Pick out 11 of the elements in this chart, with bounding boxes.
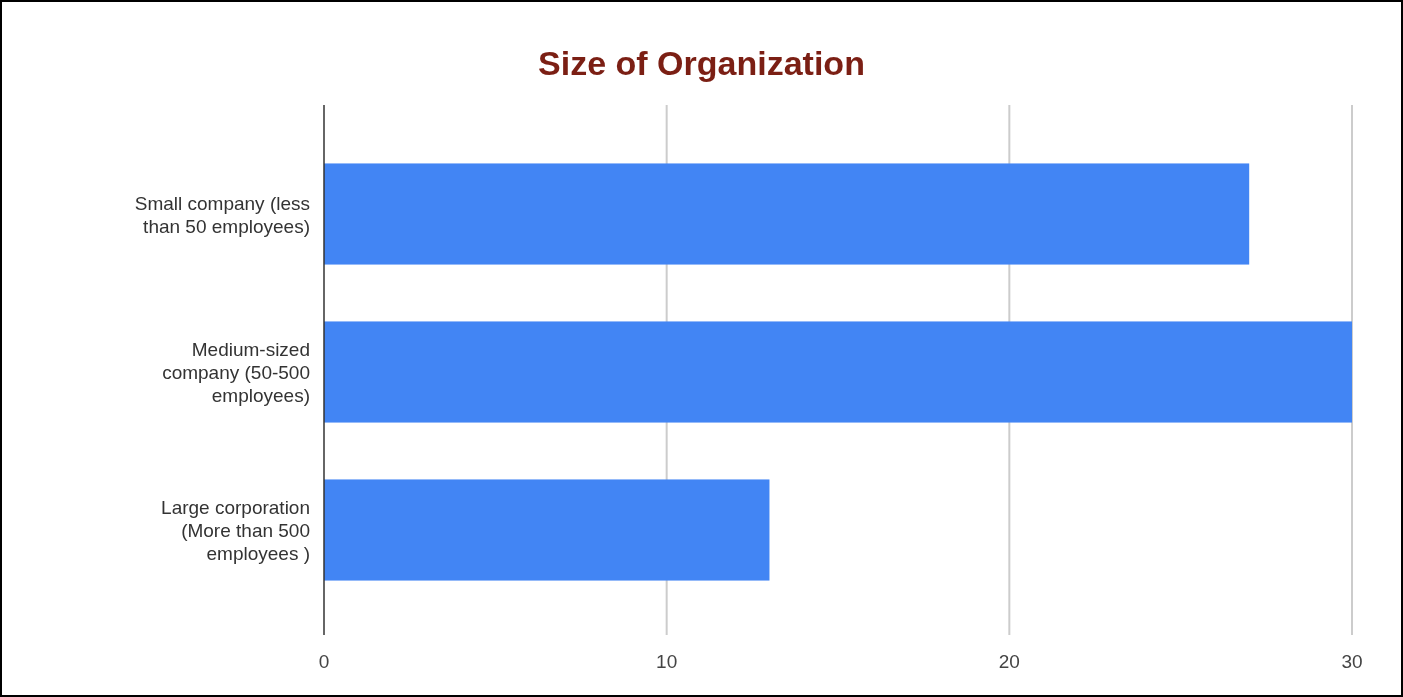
x-tick-label: 10 xyxy=(656,651,678,672)
bar xyxy=(324,321,1352,423)
chart-title: Size of Organization xyxy=(538,44,865,82)
y-tick-label: Medium-sized company (50-500 employees) xyxy=(162,339,310,406)
y-tick-label: Small company (less than 50 employees) xyxy=(134,192,310,237)
bar xyxy=(324,163,1250,265)
bar xyxy=(324,479,770,581)
x-tick-label: 0 xyxy=(318,651,330,672)
x-tick-label: 20 xyxy=(998,651,1020,672)
y-tick-label: Large corporation (More than 500 employees ) xyxy=(161,497,310,564)
x-tick-label: 30 xyxy=(1341,651,1363,672)
